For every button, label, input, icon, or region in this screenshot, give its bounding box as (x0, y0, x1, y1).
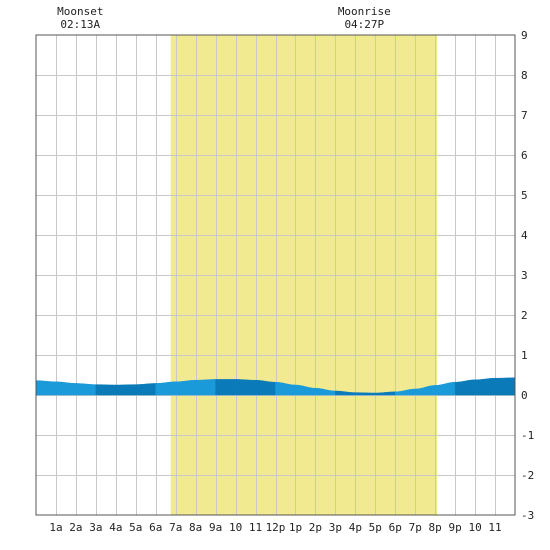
x-tick-label: 9p (449, 521, 462, 534)
tide-segment (195, 379, 216, 396)
y-tick-label: 8 (521, 69, 528, 82)
tide-segment (175, 379, 196, 396)
tide-segment (395, 388, 416, 396)
x-tick-label: 8a (189, 521, 202, 534)
tide-segment (155, 381, 176, 396)
y-tick-label: 2 (521, 309, 528, 322)
x-tick-label: 1p (289, 521, 302, 534)
tide-segment (115, 384, 137, 396)
tide-segment (255, 379, 276, 396)
y-tick-label: 7 (521, 109, 528, 122)
annotation-label: Moonrise (338, 5, 391, 18)
tide-segment (494, 377, 516, 396)
tide-segment (55, 381, 77, 396)
x-tick-label: 2p (309, 521, 322, 534)
y-tick-label: 0 (521, 389, 528, 402)
y-tick-label: 3 (521, 269, 528, 282)
annotation-time: 02:13A (60, 18, 100, 31)
tide-segment (454, 379, 476, 396)
x-tick-label: 2a (69, 521, 82, 534)
tide-area (35, 377, 516, 396)
annotation-time: 04:27P (344, 18, 384, 31)
x-tick-label: 4a (109, 521, 122, 534)
tide-segment (355, 392, 376, 396)
y-tick-label: 1 (521, 349, 528, 362)
tide-segment (235, 379, 256, 396)
x-tick-label: 10 (229, 521, 242, 534)
tide-segment (474, 377, 496, 396)
x-tick-label: 8p (429, 521, 442, 534)
x-tick-label: 6a (149, 521, 162, 534)
x-tick-label: 1a (49, 521, 62, 534)
tide-segment (414, 385, 436, 396)
horizontal-gridlines (36, 75, 515, 476)
x-tick-label: 9a (209, 521, 222, 534)
y-tick-label: 9 (521, 29, 528, 42)
tide-segment (275, 381, 296, 396)
tide-segment (95, 384, 117, 396)
x-tick-label: 12p (266, 521, 286, 534)
tide-segment (75, 383, 97, 396)
tide-segment (335, 390, 356, 396)
tide-segment (295, 384, 316, 396)
x-tick-label: 7p (409, 521, 422, 534)
x-tick-label: 7a (169, 521, 182, 534)
tide-segment (135, 383, 156, 396)
tide-segment (434, 381, 456, 396)
tide-segment (315, 387, 336, 396)
x-tick-label: 11 (488, 521, 501, 534)
x-tick-label: 10 (468, 521, 481, 534)
x-tick-label: 4p (349, 521, 362, 534)
tide-segment (215, 379, 236, 396)
x-tick-label: 3a (89, 521, 102, 534)
y-axis-labels: -3 -2 -1 0 1 2 3 4 5 6 7 8 9 (521, 29, 534, 522)
tide-segment (375, 391, 396, 396)
y-tick-label: -3 (521, 509, 534, 522)
tide-segment (35, 380, 57, 396)
y-tick-label: 5 (521, 189, 528, 202)
y-tick-label: 4 (521, 229, 528, 242)
annotation-label: Moonset (57, 5, 103, 18)
x-axis-labels: 1a 2a 3a 4a 5a 6a 7a 8a 9a 10 11 12p 1p 2p 3p 4p 5p 6p 7p 8… (49, 521, 501, 534)
y-tick-label: -2 (521, 469, 534, 482)
x-tick-label: 5p (369, 521, 382, 534)
x-tick-label: 5a (129, 521, 142, 534)
x-tick-label: 11 (249, 521, 262, 534)
x-tick-label: 3p (329, 521, 342, 534)
x-tick-label: 6p (389, 521, 402, 534)
y-tick-label: -1 (521, 429, 534, 442)
plot-border (35, 34, 516, 516)
y-tick-label: 6 (521, 149, 528, 162)
